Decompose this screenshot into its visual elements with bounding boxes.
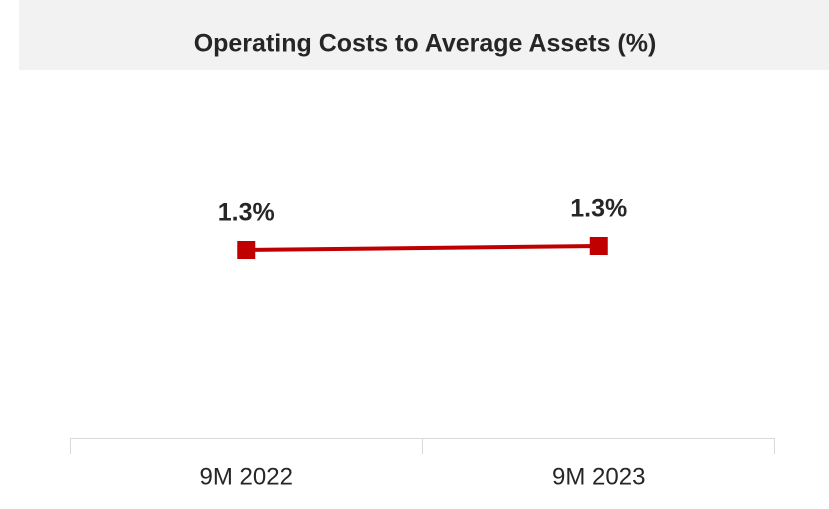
x-axis (70, 438, 775, 454)
marker (589, 237, 608, 255)
title-band (19, 0, 829, 70)
chart-title: Operating Costs to Average Assets (%) (194, 30, 657, 58)
data-label: 1.3% (218, 199, 275, 227)
marker (237, 241, 256, 259)
x-tick-label: 9M 2022 (200, 463, 293, 490)
x-tick-label: 9M 2023 (552, 463, 645, 490)
line (246, 244, 599, 252)
data-label: 1.3% (570, 195, 627, 223)
